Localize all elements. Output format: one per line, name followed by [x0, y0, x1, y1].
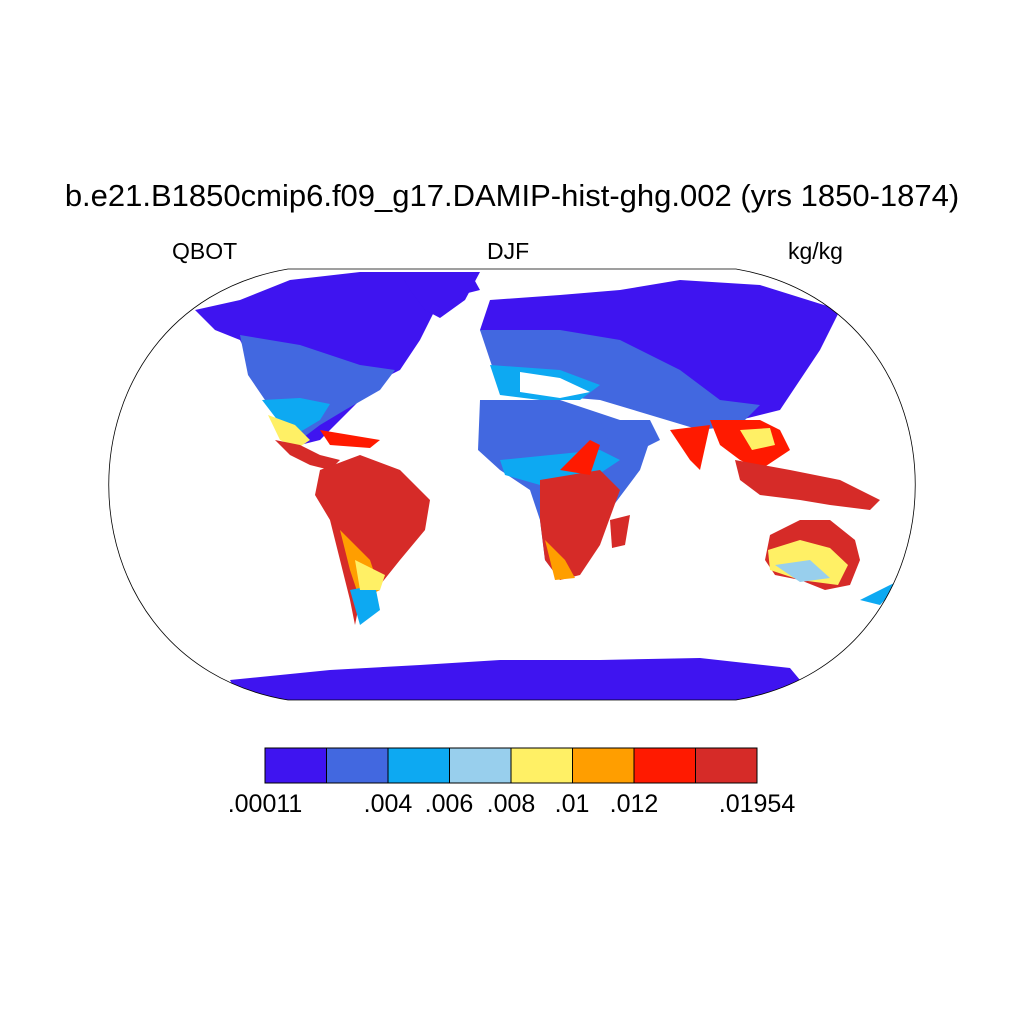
colorbar-swatch: [264, 747, 327, 784]
season-label: DJF: [487, 238, 530, 264]
units-label: kg/kg: [788, 238, 843, 264]
variable-label: QBOT: [172, 238, 238, 264]
colorbar-tick-label: .01954: [718, 790, 796, 818]
colorbar-swatch: [695, 747, 758, 784]
colorbar-tick-label: .01: [554, 790, 590, 818]
globe-outline: [108, 268, 916, 701]
colorbar-swatch: [633, 747, 696, 784]
colorbar-swatch: [449, 747, 512, 784]
colorbar-tick-label: .008: [486, 790, 536, 818]
colorbar-tick-label: .004: [363, 790, 413, 818]
region-central-america: [275, 440, 340, 470]
colorbar-tick-label: .006: [424, 790, 474, 818]
colorbar-swatch: [510, 747, 573, 784]
colorbar-swatch: [326, 747, 389, 784]
region-antarctica: [230, 658, 800, 700]
region-south-america: [315, 455, 430, 625]
colorbar-tick-label: .00011: [227, 790, 303, 818]
region-greenland: [400, 272, 480, 318]
map-title: b.e21.B1850cmip6.f09_g17.DAMIP-hist-ghg.…: [64, 178, 960, 213]
colorbar-swatch: [387, 747, 450, 784]
colorbar-swatch: [572, 747, 635, 784]
colorbar-tick-label: .012: [609, 790, 659, 818]
